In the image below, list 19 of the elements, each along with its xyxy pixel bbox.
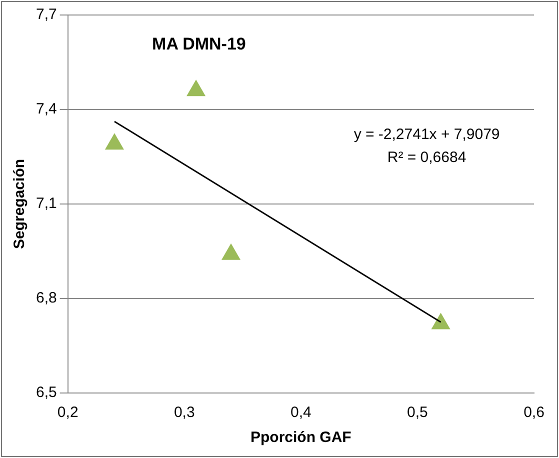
- y-tick-label: 7,7: [36, 6, 57, 24]
- point: [432, 313, 450, 330]
- y-tick-label: 7,1: [36, 195, 57, 212]
- x-tick-label: 0,2: [57, 404, 78, 422]
- annotation: y = -2,2741x + 7,9079: [354, 126, 500, 144]
- y-tick-label: 6,8: [36, 290, 57, 307]
- y-tick-label: 6,5: [36, 384, 57, 402]
- y-axis-title: Segregación: [11, 158, 28, 250]
- x-tick-label: 0,3: [174, 404, 195, 422]
- point: [105, 134, 124, 150]
- x-tick-label: 0,4: [290, 404, 312, 422]
- x-axis-title: Pporción GAF: [250, 429, 352, 446]
- y-tick-label: 7,4: [36, 100, 57, 118]
- annotation: R² = 0,6684: [387, 149, 466, 166]
- x-tick-label: 0,6: [524, 404, 544, 422]
- text: MA DMN-19: [152, 34, 246, 54]
- x-tick-label: 0,5: [407, 404, 428, 422]
- point: [186, 80, 206, 96]
- point: [222, 244, 240, 260]
